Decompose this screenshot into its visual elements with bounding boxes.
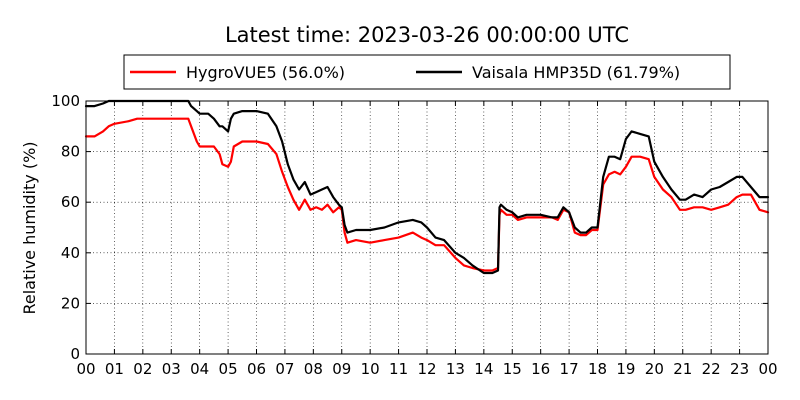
x-tick-label: 21 [673,360,692,378]
y-tick-label: 40 [61,244,80,262]
x-tick-label: 14 [474,360,493,378]
x-tick-label: 23 [730,360,749,378]
x-tick-label: 00 [758,360,777,378]
x-tick-label: 12 [417,360,436,378]
x-tick-label: 17 [560,360,579,378]
legend-label-hygrovue5: HygroVUE5 (56.0%) [186,63,345,82]
y-tick-label: 100 [51,92,80,110]
y-tick-label: 80 [61,143,80,161]
x-tick-label: 03 [162,360,181,378]
x-tick-label: 13 [446,360,465,378]
x-tick-label: 05 [219,360,238,378]
vaisala-hmp35d-line [84,99,770,275]
y-tick-label: 60 [61,193,80,211]
x-tick-label: 00 [76,360,95,378]
grid [86,101,768,354]
x-tick-label: 02 [133,360,152,378]
x-tick-label: 16 [531,360,550,378]
x-tick-label: 04 [190,360,209,378]
chart-title: Latest time: 2023-03-26 00:00:00 UTC [225,23,629,47]
x-tick-label: 22 [702,360,721,378]
x-tick-label: 08 [304,360,323,378]
x-tick-label: 07 [275,360,294,378]
x-tick-label: 01 [105,360,124,378]
x-tick-label: 06 [247,360,266,378]
x-tick-label: 15 [503,360,522,378]
y-axis-label: Relative humidity (%) [20,141,39,314]
x-tick-label: 20 [645,360,664,378]
x-tick-label: 09 [332,360,351,378]
hygrovue5-line [84,117,770,272]
x-tick-label: 10 [361,360,380,378]
series-lines [84,99,770,275]
y-tick-label: 0 [70,345,80,363]
x-tick-label: 11 [389,360,408,378]
y-tick-label: 20 [61,294,80,312]
legend: HygroVUE5 (56.0%) Vaisala HMP35D (61.79%… [123,54,731,90]
legend-label-vaisala-hmp35d: Vaisala HMP35D (61.79%) [472,63,680,82]
x-tick-label: 19 [616,360,635,378]
x-tick-label: 18 [588,360,607,378]
axis-ticks: 00 01 02 03 04 05 06 07 08 09 10 11 12 13 14 15 16 17 18 19… [51,92,777,378]
